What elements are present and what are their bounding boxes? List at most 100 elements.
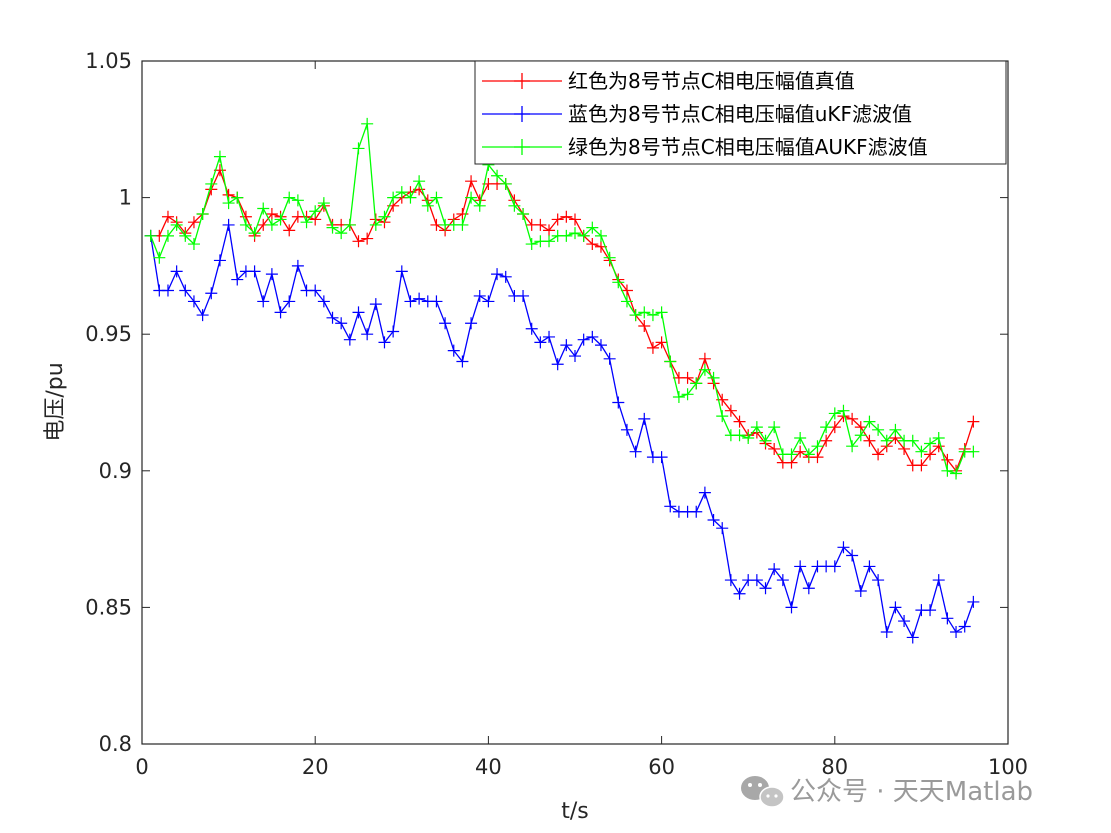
data-point: [958, 620, 971, 633]
data-point: [569, 213, 581, 226]
data-point: [924, 604, 937, 617]
data-point: [283, 224, 296, 237]
data-point: [248, 227, 261, 240]
data-point: [265, 207, 278, 220]
data-point: [543, 330, 556, 343]
data-point: [924, 448, 937, 461]
data-point: [811, 451, 824, 464]
data-point: [491, 268, 504, 281]
data-point: [733, 429, 746, 442]
x-tick-label: 40: [475, 755, 502, 779]
data-point: [413, 175, 426, 188]
data-point: [586, 238, 599, 251]
data-point: [924, 437, 937, 450]
data-point: [724, 574, 737, 587]
data-point: [932, 432, 945, 445]
legend-entry: 红色为8号节点C相电压幅值真值: [482, 69, 855, 93]
data-point: [187, 295, 200, 308]
data-point: [811, 440, 824, 453]
data-point: [421, 199, 434, 212]
data-point: [707, 371, 720, 384]
data-point: [291, 194, 304, 207]
data-point: [785, 601, 798, 614]
data-point: [525, 322, 538, 335]
legend: 红色为8号节点C相电压幅值真值蓝色为8号节点C相电压幅值uKF滤波值绿色为8号节…: [474, 60, 1007, 165]
data-point: [413, 292, 426, 305]
series-2: [144, 117, 980, 480]
data-point: [620, 284, 633, 297]
data-point: [387, 191, 400, 204]
data-point: [872, 448, 885, 461]
data-point: [257, 295, 270, 308]
data-point: [846, 440, 859, 453]
series-line: [150, 224, 975, 640]
data-point: [387, 325, 400, 338]
data-point: [222, 197, 235, 210]
data-point: [508, 199, 521, 212]
data-point: [655, 306, 668, 319]
data-point: [750, 574, 763, 587]
data-point: [828, 407, 841, 420]
data-point: [187, 238, 200, 251]
data-point: [629, 445, 642, 458]
data-point: [733, 587, 746, 600]
data-point: [880, 625, 893, 638]
data-point: [698, 363, 711, 376]
legend-entry: 绿色为8号节点C相电压幅值AUKF滤波值: [482, 135, 928, 159]
data-point: [716, 522, 729, 535]
data-point: [594, 339, 607, 352]
data-point: [309, 284, 322, 297]
data-point: [196, 207, 209, 220]
data-point: [638, 412, 651, 425]
data-point: [820, 421, 833, 434]
data-point: [828, 560, 841, 573]
data-point: [750, 421, 763, 434]
data-point: [499, 177, 512, 190]
data-point: [698, 352, 711, 365]
data-point: [352, 235, 365, 248]
data-point: [447, 344, 460, 357]
data-point: [950, 625, 963, 638]
series-1: [144, 218, 980, 644]
legend-marker: [514, 73, 530, 89]
data-point: [205, 177, 218, 190]
wechat-icon: [741, 776, 785, 808]
data-point: [802, 582, 815, 595]
data-point: [257, 202, 270, 215]
data-point: [265, 268, 278, 281]
data-point: [672, 391, 685, 404]
data-point: [248, 265, 261, 278]
data-point: [854, 585, 867, 598]
data-point: [612, 396, 625, 409]
data-point: [846, 412, 859, 425]
data-point: [586, 330, 599, 343]
data-point: [473, 289, 486, 302]
y-tick-label: 0.95: [85, 322, 132, 346]
data-point: [369, 218, 382, 231]
data-point: [300, 216, 313, 229]
data-point: [560, 210, 573, 223]
data-point: [880, 434, 893, 447]
data-point: [317, 197, 330, 210]
data-point: [967, 595, 980, 608]
data-point: [144, 229, 157, 242]
data-point: [967, 415, 980, 428]
data-point: [915, 445, 928, 458]
data-point: [863, 560, 876, 573]
data-point: [335, 227, 348, 240]
data-point: [196, 309, 209, 322]
data-point: [179, 284, 192, 297]
data-point: [906, 631, 919, 644]
data-point: [872, 423, 885, 436]
data-point: [941, 453, 954, 466]
data-point: [326, 221, 339, 234]
data-point: [551, 358, 564, 371]
data-point: [326, 311, 339, 324]
data-point: [343, 333, 356, 346]
data-point: [794, 445, 807, 458]
data-point: [915, 459, 928, 472]
data-point: [646, 309, 659, 322]
data-point: [759, 434, 772, 447]
data-point: [768, 563, 781, 576]
data-point: [170, 265, 183, 278]
